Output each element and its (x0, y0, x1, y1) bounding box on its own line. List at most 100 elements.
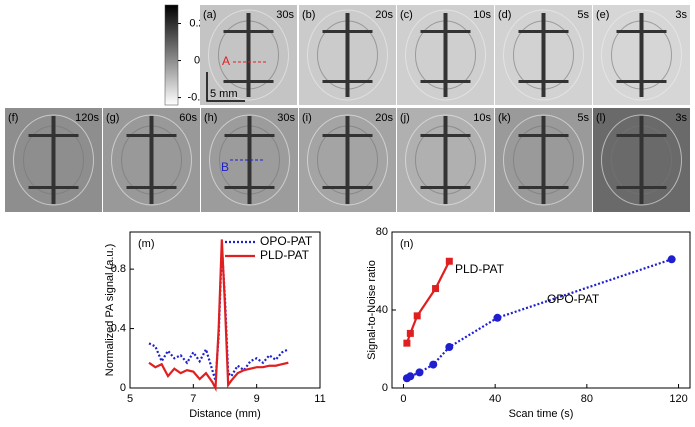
rod (322, 80, 373, 83)
marker-a: A (222, 54, 230, 68)
rod (51, 116, 56, 204)
point (445, 257, 453, 265)
panel-label: (j) (400, 112, 410, 124)
ring (111, 114, 192, 206)
series-line (148, 239, 289, 393)
rod (518, 30, 569, 33)
colorbar (164, 4, 179, 106)
rod (322, 30, 373, 33)
panel-label: (d) (498, 9, 511, 21)
panel-label: (b) (302, 9, 315, 21)
rod (541, 116, 546, 204)
x-tick-label: 80 (581, 393, 593, 405)
point (415, 368, 424, 377)
y-axis-label: Signal-to-Noise ratio (366, 260, 378, 360)
image-panel: (c) 10s (397, 5, 494, 105)
panel-label: (i) (302, 112, 312, 124)
panel-time: 120s (75, 112, 99, 124)
rod (149, 116, 154, 204)
panel-label: (k) (498, 112, 511, 124)
rod (420, 134, 471, 137)
ring (601, 9, 682, 101)
rod (541, 13, 546, 97)
point (406, 372, 415, 381)
rod (616, 30, 667, 33)
x-tick-label: 0 (400, 393, 406, 405)
colorbar-tick-label: 0 (194, 54, 200, 66)
panel-time: 20s (375, 112, 393, 124)
panel-time: 60s (179, 112, 197, 124)
rod (322, 186, 373, 189)
image-panel: (e) 3s (593, 5, 690, 105)
point (432, 285, 440, 293)
image-panel: (b) 20s (299, 5, 396, 105)
rod (616, 134, 667, 137)
plot-frame (391, 231, 691, 389)
panel-time: 10s (473, 112, 491, 124)
image-panel: (f) 120s (5, 108, 102, 212)
ring (307, 9, 388, 101)
image-panel: (j) 10s (397, 108, 494, 212)
rod (443, 13, 448, 97)
panel-time: 5s (577, 9, 589, 21)
panel-label: (g) (106, 112, 119, 124)
rod (223, 80, 274, 83)
panel-label: (m) (138, 238, 155, 250)
x-tick-label: 11 (314, 393, 325, 405)
image-panel: (i) 20s (299, 108, 396, 212)
x-axis-label: Scan time (s) (509, 408, 574, 420)
point (429, 360, 438, 369)
ring (503, 9, 584, 101)
image-panel: (h) 30s (201, 108, 298, 212)
rod (126, 186, 177, 189)
point (445, 343, 454, 352)
rod (126, 134, 177, 137)
x-tick-label: 9 (254, 393, 260, 405)
rod (246, 13, 251, 97)
rod (616, 80, 667, 83)
ring (13, 114, 94, 206)
point (413, 312, 421, 320)
rod (322, 134, 373, 137)
panel-label: (c) (400, 9, 413, 21)
ring (405, 114, 486, 206)
rod (345, 116, 350, 204)
image-panel: (l) 3s (593, 108, 690, 212)
rod (28, 134, 79, 137)
rod (518, 80, 569, 83)
x-tick-label: 7 (190, 393, 196, 405)
panel-time: 10s (473, 9, 491, 21)
y-tick-label: 0 (120, 382, 126, 394)
rod (420, 30, 471, 33)
image-panel: (a) 30s (200, 5, 297, 105)
rod (224, 134, 275, 137)
panel-label: (a) (203, 9, 216, 21)
scale-bar-label: 5 mm (210, 88, 238, 100)
y-axis-label: Normalized PA signal (a.u.) (104, 244, 116, 376)
rod (28, 186, 79, 189)
rod (223, 30, 274, 33)
y-tick-label: 0.8 (111, 263, 126, 275)
ring (307, 114, 388, 206)
panel-time: 30s (276, 9, 294, 21)
panel-label: (h) (204, 112, 217, 124)
panel-label: (e) (596, 9, 609, 21)
point (493, 313, 502, 322)
x-tick-label: 5 (127, 393, 133, 405)
series-label: PLD-PAT (455, 262, 505, 276)
panel-label: (n) (400, 238, 413, 250)
panel-label: (l) (596, 112, 606, 124)
y-tick-label: 0 (382, 382, 388, 394)
ring (208, 9, 289, 101)
rod (518, 134, 569, 137)
panel-time: 3s (675, 112, 687, 124)
rod (518, 186, 569, 189)
rod (443, 116, 448, 204)
rod (345, 13, 350, 97)
ring (209, 114, 290, 206)
point (403, 339, 411, 347)
point (667, 255, 676, 264)
panel-label: (f) (8, 112, 18, 124)
x-tick-label: 40 (489, 393, 501, 405)
